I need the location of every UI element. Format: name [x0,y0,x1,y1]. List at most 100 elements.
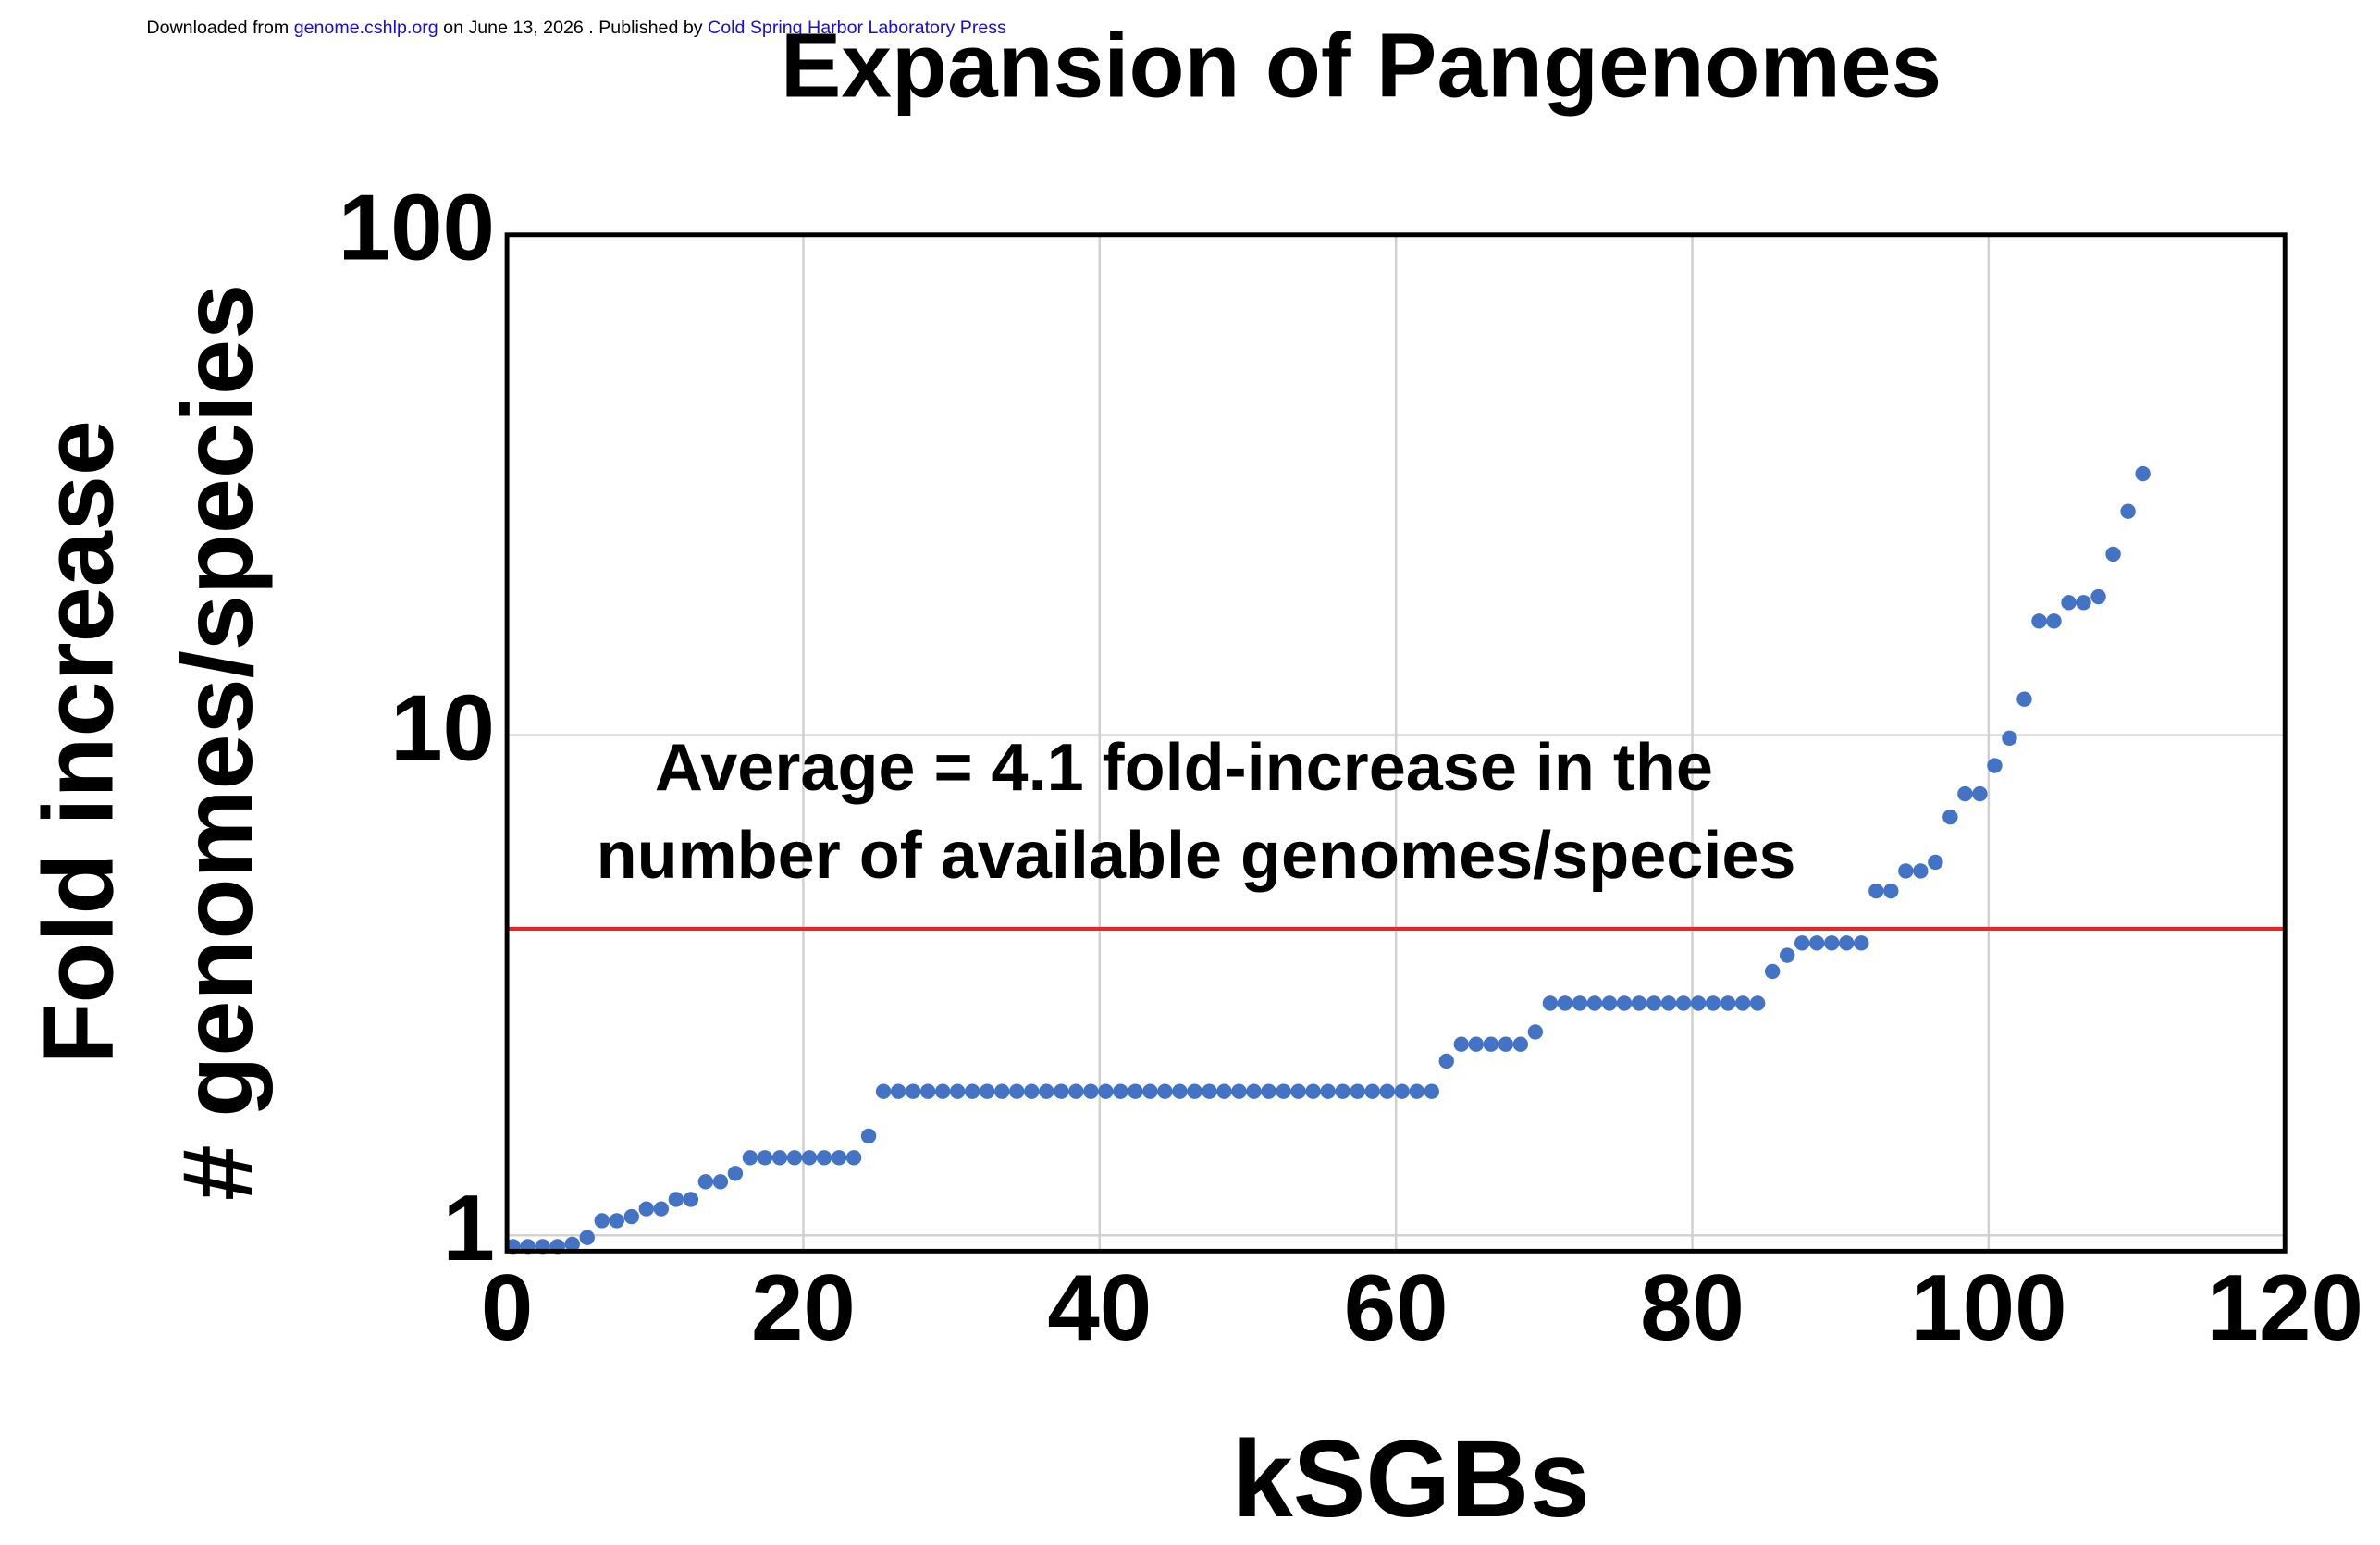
point [1868,883,1884,899]
link[interactable]: genome.cshlp.org [294,18,438,38]
point [2061,595,2077,611]
point [816,1150,832,1166]
point [1913,863,1929,879]
point [1898,863,1914,879]
point [1231,1083,1247,1099]
point [1854,935,1869,951]
point [1320,1083,1336,1099]
x-tick-label: 40 [1047,1255,1152,1360]
point [1705,995,1721,1011]
point [1616,995,1633,1011]
point [1675,995,1692,1011]
point [1468,1036,1484,1052]
point [1246,1083,1262,1099]
point [1660,995,1677,1011]
plot-frame [504,232,2288,1254]
point [653,1201,670,1217]
point [1690,995,1707,1011]
point [1276,1083,1291,1099]
point [683,1192,699,1207]
y-tick-label: 10 [390,674,495,780]
point [1068,1083,1084,1099]
point [564,1236,580,1253]
point [949,1083,966,1099]
point [623,1208,639,1225]
x-tick-label: 20 [751,1255,856,1360]
point [727,1166,744,1181]
point [980,1083,995,1099]
point [1172,1083,1188,1099]
point [2016,691,2032,707]
point [1379,1083,1395,1099]
point [1824,935,1840,951]
x-axis-label: kSGBs [1232,1417,1590,1539]
point [860,1128,877,1144]
link[interactable]: Cold Spring Harbor Laboratory Press [708,18,1006,38]
point [1586,995,1603,1011]
point [1542,995,1559,1011]
point [1113,1083,1128,1099]
point [1335,1083,1350,1099]
point [1098,1083,1114,1099]
point [2090,588,2106,605]
point [2120,503,2136,519]
note-text: on June 13, 2026 . Published by [438,18,708,38]
point [831,1150,847,1166]
point [1809,935,1825,951]
point [2105,546,2121,562]
point [1734,995,1751,1011]
annotation: Average = 4.1 fold-increase in the [655,731,1713,805]
point [1157,1083,1173,1099]
point [965,1083,980,1099]
note-text: Downloaded from [146,18,293,38]
y-tick-label: 100 [339,175,495,280]
point [579,1230,595,1245]
point [1883,883,1899,899]
point [1305,1083,1321,1099]
point [1720,995,1736,1011]
y-tick-label: 1 [443,1175,495,1280]
point [668,1192,684,1207]
point [1290,1083,1306,1099]
x-tick-label: 100 [1910,1255,2066,1360]
chart-title: Expansion of Pangenomes [781,15,1942,117]
point [1364,1083,1380,1099]
point [609,1213,624,1229]
point [1409,1083,1424,1099]
point [1261,1083,1276,1099]
point [1142,1083,1158,1099]
annotation: number of available genomes/species [597,819,1796,893]
point [1749,995,1766,1011]
point [1631,995,1647,1011]
point [1987,758,2003,773]
point [1216,1083,1232,1099]
point [1024,1083,1040,1099]
point [2031,613,2047,629]
point [1942,809,1958,825]
x-tick-label: 80 [1640,1255,1745,1360]
point [1128,1083,1143,1099]
x-tick-label: 60 [1344,1255,1449,1360]
point [890,1083,906,1099]
point [1601,995,1618,1011]
point [1424,1083,1439,1099]
download-note: Downloaded from genome.cshlp.org on June… [146,18,1006,38]
point [934,1083,951,1099]
point [1794,935,1810,951]
point [905,1083,921,1099]
point [1764,963,1781,980]
point [1972,785,1988,802]
point [1646,995,1662,1011]
y-axis-label: # genomes/species [161,284,273,1201]
point [801,1150,818,1166]
point [1039,1083,1054,1099]
point [919,1083,936,1099]
point [1483,1036,1499,1052]
point [771,1150,788,1166]
point [1009,1083,1025,1099]
point [1957,785,1973,802]
point [712,1174,729,1190]
point [2002,730,2017,747]
